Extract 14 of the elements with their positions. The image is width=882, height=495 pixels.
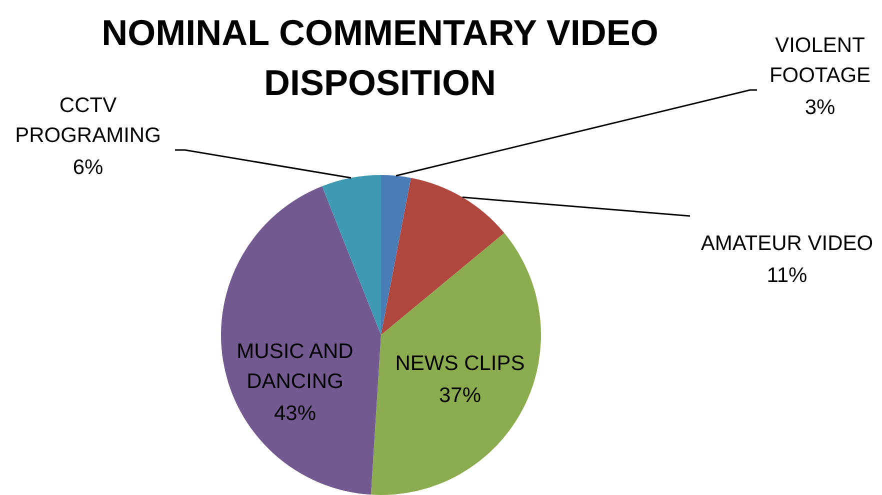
pie-slice xyxy=(370,233,541,495)
slice-label: AMATEUR VIDEO xyxy=(700,232,874,255)
slice-label: VIOLENT FOOTAGE xyxy=(769,34,871,87)
pie-slice xyxy=(381,175,411,335)
data-label: 37% xyxy=(438,384,482,407)
data-label: 43% xyxy=(274,402,316,425)
slice-label: MUSIC AND DANCING xyxy=(236,340,354,393)
slice-label: NEWS CLIPS xyxy=(395,352,525,375)
pie-slice xyxy=(381,178,504,335)
pie-slice xyxy=(322,175,381,335)
data-label: 6% xyxy=(72,156,104,179)
data-label: 11% xyxy=(766,264,808,287)
data-label: 3% xyxy=(804,96,836,119)
pie-slice xyxy=(221,186,381,495)
